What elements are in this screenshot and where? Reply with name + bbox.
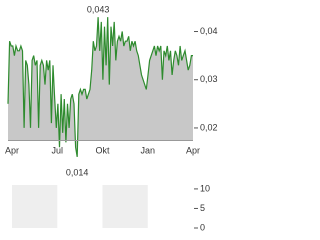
y-tick-label: 0,04 bbox=[200, 26, 218, 36]
x-tick-label: Jul bbox=[51, 145, 63, 155]
min-label: 0,014 bbox=[66, 167, 89, 177]
y-tick-label: 5 bbox=[200, 203, 205, 213]
price-line bbox=[7, 17, 193, 157]
x-tick-label: Jan bbox=[140, 145, 155, 155]
chart: 0,02 0,03 0,04 0,043 0,014 Apr Jul Okt Jan Apr 0 5 1… bbox=[5, 4, 218, 232]
x-tick-label: Apr bbox=[5, 145, 19, 155]
max-label: 0,043 bbox=[87, 4, 110, 14]
y-tick-label: 0,03 bbox=[200, 74, 218, 84]
x-tick-label: Okt bbox=[95, 145, 110, 155]
y-tick-label: 0 bbox=[200, 222, 205, 232]
x-tick-label: Apr bbox=[186, 145, 200, 155]
volume-band bbox=[12, 185, 58, 228]
y-tick-label: 0,02 bbox=[200, 122, 218, 132]
volume-band bbox=[102, 185, 148, 228]
area bbox=[8, 17, 193, 157]
y-tick-label: 10 bbox=[200, 183, 210, 193]
